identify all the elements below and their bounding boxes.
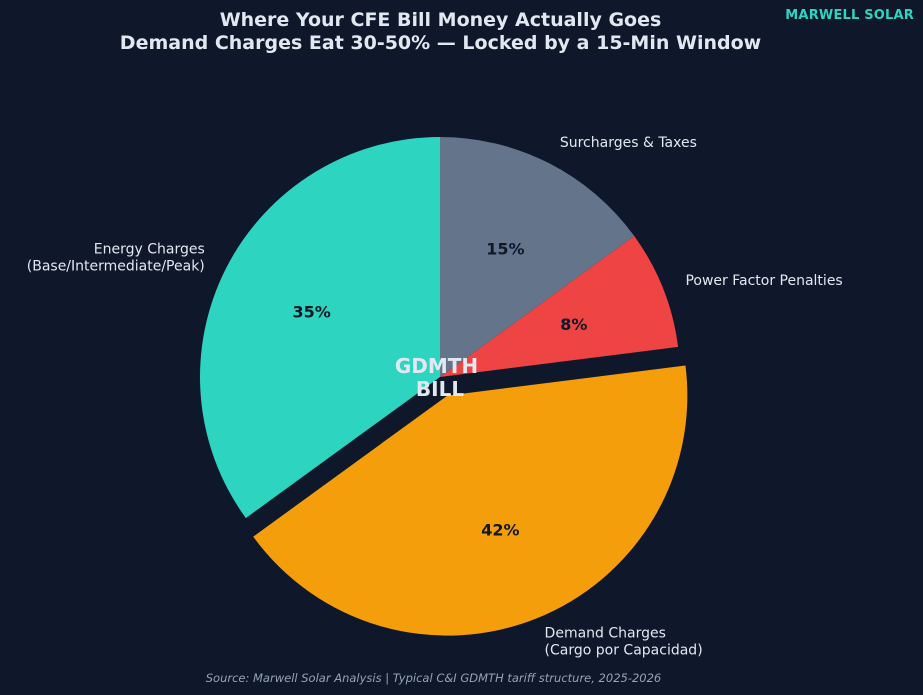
- pie-labels: 35% Energy Charges (Base/Intermediate/Peak…: [27, 135, 843, 659]
- pie-slices: [200, 137, 688, 636]
- chart-title: Where Your CFE Bill Money Actually Goes …: [0, 9, 881, 55]
- slice-label-line: (Cargo por Capacidad): [545, 643, 703, 659]
- pct-label-surcharges-taxes: 15%: [486, 240, 524, 259]
- slice-label-demand-charges: Demand Charges (Cargo por Capacidad): [545, 626, 703, 659]
- pie-slice-demand-charges: [253, 365, 688, 636]
- slice-label-line: Demand Charges: [545, 626, 666, 642]
- slice-label-line: (Base/Intermediate/Peak): [27, 259, 205, 275]
- slice-label-energy-charges: Energy Charges (Base/Intermediate/Peak): [27, 242, 205, 275]
- slice-label-line: Power Factor Penalties: [685, 273, 842, 289]
- center-label: GDMTH BILL: [395, 354, 485, 401]
- chart-title-line2: Demand Charges Eat 30-50% — Locked by a …: [119, 32, 762, 54]
- pct-label-energy-charges: 35%: [293, 303, 331, 322]
- pct-label-power-factor-penalties: 8%: [560, 315, 587, 334]
- brand-logo-text: MARWELL SOLAR: [785, 8, 914, 23]
- slice-label-line: Energy Charges: [94, 242, 205, 258]
- slice-label-line: Surcharges & Taxes: [560, 135, 697, 151]
- pie-slice-surcharges-taxes: [440, 137, 635, 377]
- slice-label-power-factor-penalties: Power Factor Penalties: [685, 273, 842, 289]
- pct-label-demand-charges: 42%: [481, 520, 519, 539]
- pie-slice-power-factor-penalties: [440, 235, 679, 377]
- pie-slice-energy-charges: [200, 137, 440, 519]
- center-label-line2: BILL: [416, 377, 464, 401]
- slice-label-surcharges-taxes: Surcharges & Taxes: [560, 135, 697, 151]
- center-label-line1: GDMTH: [395, 354, 478, 378]
- source-note: Source: Marwell Solar Analysis | Typical…: [205, 671, 662, 685]
- chart-title-line1: Where Your CFE Bill Money Actually Goes: [219, 9, 662, 31]
